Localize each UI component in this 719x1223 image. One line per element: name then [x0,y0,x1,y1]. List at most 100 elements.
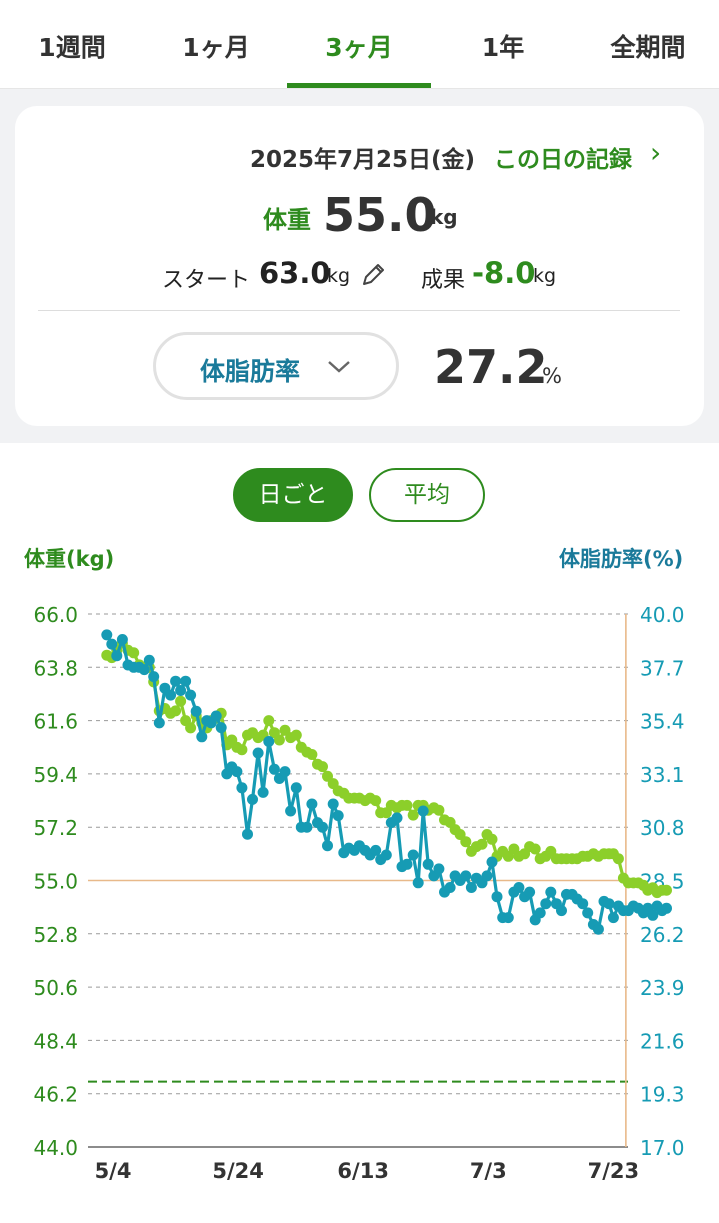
chevron-right-icon[interactable]: › [650,136,662,169]
result-value: -8.0 [472,256,536,290]
weight-data-point [529,843,541,855]
body-fat-data-point [647,909,659,921]
body-fat-data-point [491,891,503,903]
tab-3-months[interactable]: 3ヶ月 [325,33,393,62]
weight-value: 55.0 [323,188,437,242]
body-fat-data-point [143,654,155,666]
weight-data-point [433,804,445,816]
weight-data-point [306,749,318,760]
weight-bodyfat-chart[interactable]: 66.0 40.0 63.8 37.7 61.6 35.4 59.4 33.1 57.2 30.8… [0,590,719,1210]
body-fat-data-point [247,793,258,805]
body-fat-data-point [486,856,498,868]
body-fat-data-point [138,664,150,676]
right-tick-label: 35.4 [640,710,685,734]
result-label: 成果 [421,268,466,293]
weight-data-point [460,836,472,848]
body-fat-data-point [412,877,424,889]
metric-selector[interactable] [153,332,399,400]
body-fat-data-point [148,671,160,683]
body-fat-data-point [111,650,123,662]
weight-data-point [661,884,672,896]
summary-card [15,106,704,426]
start-weight-value: 63.0 [259,256,331,290]
left-tick-label: 59.4 [33,763,78,787]
body-fat-data-point [407,849,419,861]
body-fat-data-point [210,710,222,722]
body-fat-data-point [444,882,456,893]
body-fat-data-point [577,898,589,910]
start-weight-unit: kg [327,265,351,287]
edit-pencil-icon[interactable] [360,260,386,288]
x-tick-label: 5/24 [212,1159,264,1183]
average-toggle-button[interactable]: 平均 [369,468,485,522]
tab-1-week[interactable]: 1週間 [38,33,106,62]
body-fat-data-point [545,886,557,898]
body-fat-data-point [603,898,615,910]
body-fat-data-point [556,905,567,917]
body-fat-data-point [301,821,313,833]
x-tick-label: 7/23 [588,1159,640,1183]
left-tick-label: 55.0 [33,870,78,894]
weight-data-point [175,695,187,707]
body-fat-data-point [481,870,493,882]
daily-toggle-button[interactable]: 日ごと [233,468,353,522]
body-fat-data-point [231,766,243,778]
right-tick-label: 26.2 [640,923,685,947]
body-fat-data-point [236,782,248,794]
tab-all-time[interactable]: 全期間 [610,33,686,62]
start-label: スタート [162,268,251,293]
body-fat-data-point [279,766,291,778]
body-fat-data-point [185,689,197,701]
x-tick-label: 6/13 [337,1159,389,1183]
left-tick-label: 48.4 [33,1029,78,1053]
chevron-down-icon [328,361,350,373]
body-fat-data-point [170,675,182,687]
body-fat-data-point [242,828,253,840]
body-fat-data-point [513,882,525,893]
right-tick-label: 19.3 [640,1083,685,1107]
tab-1-month[interactable]: 1ヶ月 [182,33,250,62]
weight-data-point [185,722,197,734]
day-record-link[interactable]: この日の記録 [494,147,632,173]
weight-unit: kg [430,205,458,229]
left-tick-label: 61.6 [33,710,78,734]
body-fat-data-point [460,870,472,882]
body-fat-value: 27.2 [434,340,548,394]
body-fat-data-point [252,747,264,759]
right-tick-label: 17.0 [640,1136,685,1160]
body-fat-data-point [607,912,619,924]
body-fat-data-point [417,805,429,817]
weight-data-point [273,734,285,746]
body-fat-data-point [322,840,333,852]
body-fat-data-point [285,805,297,817]
tab-1-year[interactable]: 1年 [481,33,525,62]
body-fat-data-point [524,886,536,898]
body-fat-data-point [116,634,128,645]
body-fat-data-point [534,907,546,919]
active-tab-indicator [287,83,431,88]
body-fat-data-point [175,685,187,696]
right-axis-title: 体脂肪率(%) [559,547,684,571]
left-tick-label: 44.0 [33,1136,78,1160]
weight-data-point [128,647,140,659]
weight-data-point [263,715,275,727]
body-fat-data-point [391,812,403,824]
weight-label: 体重 [263,206,311,234]
right-tick-label: 33.1 [640,763,685,787]
weight-data-point [486,833,498,845]
body-fat-unit: % [542,364,562,388]
body-fat-data-point [380,849,392,861]
left-tick-label: 66.0 [33,603,78,627]
right-tick-label: 40.0 [640,603,685,627]
right-tick-label: 23.9 [640,976,685,1000]
body-fat-data-point [257,786,269,798]
weight-data-point [317,761,328,773]
body-fat-data-point [502,912,514,924]
weight-data-point [170,705,182,717]
body-fat-data-point [661,902,672,914]
result-unit: kg [533,265,557,287]
weight-data-point [476,838,488,850]
body-fat-data-point [592,923,604,935]
body-fat-data-point [215,722,227,734]
body-fat-data-point [370,844,382,856]
